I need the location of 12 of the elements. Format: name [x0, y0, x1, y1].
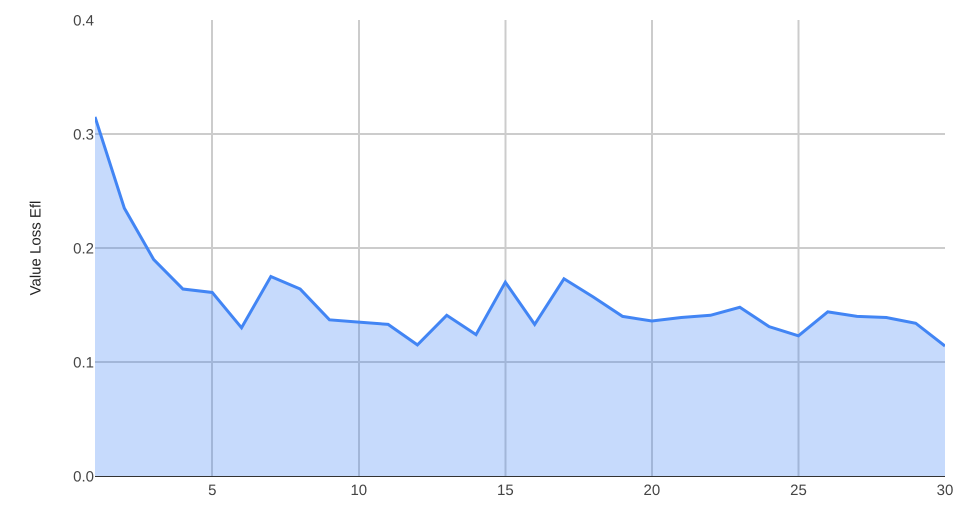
y-tick-label: 0.2	[73, 240, 94, 258]
x-tick-label: 30	[936, 482, 954, 499]
y-tick-label: 0.4	[73, 12, 94, 30]
y-tick-label: 0.1	[73, 354, 94, 372]
y-tick-label: 0.3	[73, 126, 94, 144]
x-tick-label: 20	[644, 482, 660, 499]
x-tick-label: 5	[208, 482, 216, 499]
y-tick-label: 0.0	[73, 468, 94, 486]
x-tick-label: 15	[496, 482, 514, 499]
x-tick-label: 10	[350, 482, 368, 499]
x-tick-label: 25	[790, 482, 807, 499]
y-axis-title: Value Loss Efl	[27, 200, 44, 296]
